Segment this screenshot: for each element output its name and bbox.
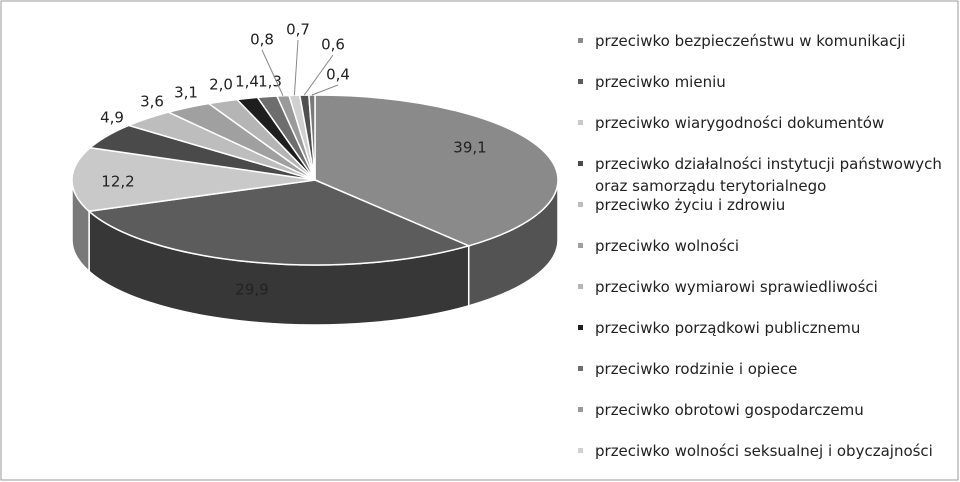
legend-marker bbox=[578, 243, 583, 248]
leader-line bbox=[261, 49, 284, 96]
legend-item: przeciwko bezpieczeństwu w komunikacji bbox=[578, 30, 956, 52]
legend-label: przeciwko wolności bbox=[595, 237, 740, 255]
slice bbox=[308, 94, 316, 181]
legend-item: przeciwko życiu i zdrowiu bbox=[578, 194, 956, 216]
legend-marker bbox=[578, 284, 583, 289]
leader-line bbox=[303, 54, 334, 96]
legend-marker bbox=[578, 407, 583, 412]
data-label: 0,6 bbox=[321, 36, 345, 54]
legend-label: przeciwko wolności seksualnej i obyczajn… bbox=[595, 442, 933, 460]
data-label: 2,0 bbox=[209, 76, 233, 94]
legend-marker bbox=[578, 325, 583, 330]
legend-marker bbox=[578, 38, 583, 43]
legend-marker bbox=[578, 202, 583, 207]
legend-label: przeciwko działalności instytucji państw… bbox=[595, 155, 942, 195]
data-label: 29,9 bbox=[235, 281, 268, 299]
leader-line bbox=[293, 39, 299, 96]
legend-marker bbox=[578, 448, 583, 453]
legend-marker bbox=[578, 366, 583, 371]
slice bbox=[87, 179, 471, 266]
legend-label: przeciwko bezpieczeństwu w komunikacji bbox=[595, 32, 906, 50]
data-label: 4,9 bbox=[100, 109, 124, 127]
data-label: 0,4 bbox=[326, 66, 350, 84]
legend-marker bbox=[578, 161, 583, 166]
leader-line bbox=[311, 84, 339, 96]
data-label: 39,1 bbox=[453, 139, 486, 157]
data-label: 1,4 bbox=[235, 73, 259, 91]
legend-marker bbox=[578, 79, 583, 84]
legend-label: przeciwko wymiarowi sprawiedliwości bbox=[595, 278, 878, 296]
legend-item: przeciwko działalności instytucji państw… bbox=[578, 153, 956, 197]
legend-label: przeciwko rodzinie i opiece bbox=[595, 360, 798, 378]
legend-item: przeciwko porządkowi publicznemu bbox=[578, 317, 956, 339]
legend-item: przeciwko wymiarowi sprawiedliwości bbox=[578, 276, 956, 298]
legend-item: przeciwko wolności seksualnej i obyczajn… bbox=[578, 440, 956, 462]
slice bbox=[71, 146, 316, 213]
legend-item: przeciwko rodzinie i opiece bbox=[578, 358, 956, 380]
legend-item: przeciwko mieniu bbox=[578, 71, 956, 93]
data-label: 12,2 bbox=[101, 173, 134, 191]
slice bbox=[314, 94, 559, 247]
legend-label: przeciwko wiarygodności dokumentów bbox=[595, 114, 885, 132]
legend-label: przeciwko obrotowi gospodarczemu bbox=[595, 401, 864, 419]
data-label: 3,6 bbox=[140, 93, 164, 111]
legend-item: przeciwko wolności bbox=[578, 235, 956, 257]
data-label: 0,7 bbox=[286, 21, 310, 39]
legend-label: przeciwko mieniu bbox=[595, 73, 726, 91]
legend-label: przeciwko życiu i zdrowiu bbox=[595, 196, 786, 214]
legend-item: przeciwko obrotowi gospodarczemu bbox=[578, 399, 956, 421]
data-label: 1,3 bbox=[258, 73, 282, 91]
data-label: 3,1 bbox=[174, 84, 198, 102]
legend-label: przeciwko porządkowi publicznemu bbox=[595, 319, 861, 337]
legend-marker bbox=[578, 120, 583, 125]
data-label: 0,8 bbox=[250, 31, 274, 49]
legend-item: przeciwko wiarygodności dokumentów bbox=[578, 112, 956, 134]
